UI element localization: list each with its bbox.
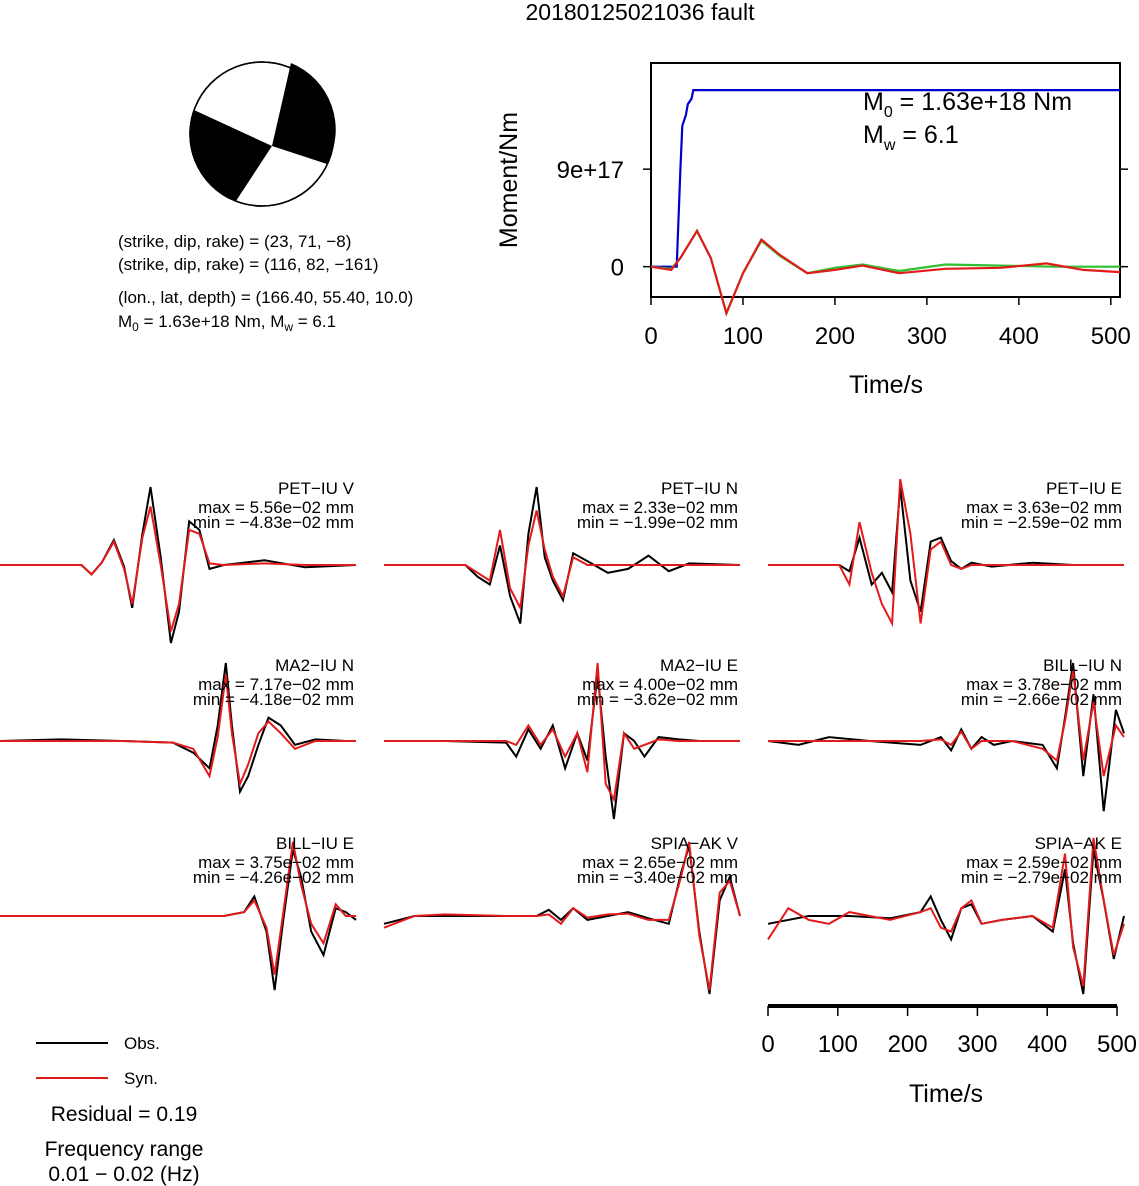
station-name: SPIA−AK E (1035, 834, 1122, 853)
station-min: min = −3.62e−02 mm (577, 690, 738, 709)
residual-text: Residual = 0.19 (51, 1103, 198, 1126)
moment-series (650, 88, 1121, 317)
waveform-x-axis-label: Time/s (909, 1080, 983, 1108)
moment-x-tick-label: 300 (907, 323, 947, 350)
synthetic-trace (768, 670, 1125, 777)
figure-title: 20180125021036 fault (526, 0, 756, 25)
synthetic-trace (384, 510, 740, 612)
frequency-range: 0.01 − 0.02 (Hz) (48, 1163, 199, 1186)
station-max: max = 3.75e−02 mm (198, 853, 354, 872)
moment-x-axis-label: Time/s (849, 371, 923, 399)
moment-y-tick-label: 9e+17 (557, 157, 624, 184)
frequency-title: Frequency range (45, 1138, 204, 1161)
hypocenter: (lon., lat, depth) = (166.40, 55.40, 10.… (118, 288, 413, 307)
station-name: MA2−IU E (660, 656, 738, 675)
beachball (189, 61, 336, 207)
legend-syn-label: Syn. (124, 1069, 158, 1088)
time-axis-tick-label: 200 (888, 1031, 928, 1058)
station-max: max = 2.59e−02 mm (966, 853, 1122, 872)
synthetic-trace (383, 841, 741, 991)
time-axis-tick-label: 300 (957, 1031, 997, 1058)
nodal-plane-2: (strike, dip, rake) = (116, 82, −161) (118, 255, 378, 274)
station-min: min = −2.79e−02 mm (961, 868, 1122, 887)
station-max: max = 3.78e−02 mm (966, 675, 1122, 694)
moment-y-axis-label: Moment/Nm (495, 112, 523, 248)
moment-mw-annotation: Mw = 6.1 (863, 121, 959, 154)
moment-x-tick-label: 400 (999, 323, 1039, 350)
mechanism-info: (strike, dip, rake) = (23, 71, −8) (stri… (118, 232, 413, 334)
nodal-plane-1: (strike, dip, rake) = (23, 71, −8) (118, 232, 351, 251)
station-max: max = 2.33e−02 mm (582, 498, 738, 517)
station-name: PET−IU N (661, 479, 738, 498)
moment-axes: 0 100 200 300 400 500 0 9e+17 (557, 157, 1131, 350)
station-min: min = −2.59e−02 mm (961, 513, 1122, 532)
station-name: BILL−IU N (1043, 656, 1122, 675)
synthetic-trace (767, 837, 1125, 987)
cumulative-moment-line (651, 88, 1120, 268)
station-min: min = −2.66e−02 mm (961, 690, 1122, 709)
station-name: SPIA−AK V (651, 834, 739, 853)
moment-x-tick-label: 500 (1091, 323, 1131, 350)
moment-m0-annotation: M0 = 1.63e+18 Nm (863, 88, 1072, 121)
synthetic-trace (768, 479, 1124, 628)
moment-y-tick-label: 0 (611, 255, 624, 282)
station-min: min = −4.18e−02 mm (193, 690, 354, 709)
station-name: PET−IU V (278, 479, 355, 498)
legend-obs-label: Obs. (124, 1034, 160, 1053)
time-axis-tick-label: 500 (1097, 1031, 1137, 1058)
moment-x-tick-label: 0 (644, 323, 657, 350)
station-min: min = −4.83e−02 mm (193, 513, 354, 532)
synthetic-trace (0, 506, 356, 632)
synthetic-trace (384, 662, 740, 803)
time-axis-tick-label: 0 (761, 1031, 774, 1058)
synthetic-trace (0, 841, 356, 975)
station-min: min = −1.99e−02 mm (577, 513, 738, 532)
time-axis-tick-label: 400 (1027, 1031, 1067, 1058)
time-axis-tick-label: 100 (818, 1031, 858, 1058)
station-name: PET−IU E (1046, 479, 1122, 498)
station-min: min = −3.40e−02 mm (577, 868, 738, 887)
observed-trace (384, 486, 741, 624)
moment-x-tick-label: 200 (815, 323, 855, 350)
moment-rate-line (650, 228, 1120, 317)
synthetic-trace (0, 674, 356, 788)
station-max: max = 4.00e−02 mm (582, 675, 738, 694)
station-max: max = 5.56e−02 mm (198, 498, 354, 517)
legend: Obs. Syn. (36, 1034, 160, 1088)
waveform-time-axis: 0 100 200 300 400 500 (761, 1004, 1137, 1058)
station-name: BILL−IU E (276, 834, 354, 853)
station-max: max = 2.65e−02 mm (582, 853, 738, 872)
station-max: max = 3.63e−02 mm (966, 498, 1122, 517)
magnitude-summary: M0 = 1.63e+18 Nm, Mw = 6.1 (118, 312, 336, 334)
moment-x-tick-label: 100 (723, 323, 763, 350)
synthetic-line (650, 228, 1121, 317)
station-min: min = −4.26e−02 mm (193, 868, 354, 887)
station-max: max = 7.17e−02 mm (198, 675, 354, 694)
station-name: MA2−IU N (275, 656, 354, 675)
observed-trace (768, 486, 1124, 613)
moment-plot-frame (650, 62, 1121, 298)
